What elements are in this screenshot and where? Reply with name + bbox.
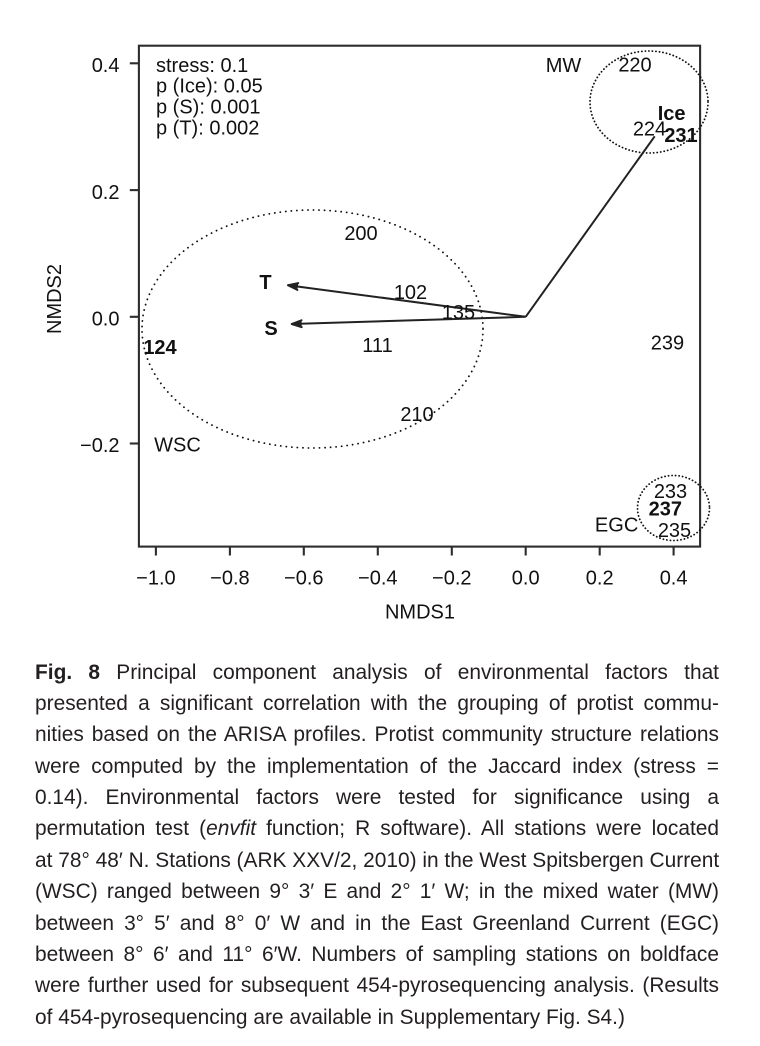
svg-text:Ice: Ice	[658, 103, 686, 125]
svg-text:−0.2: −0.2	[80, 435, 119, 457]
svg-text:224: 224	[633, 118, 666, 140]
svg-text:MW: MW	[546, 55, 582, 77]
svg-text:102: 102	[394, 282, 427, 304]
svg-text:S: S	[264, 318, 277, 340]
svg-text:0.4: 0.4	[92, 55, 120, 77]
svg-text:0.2: 0.2	[586, 568, 614, 590]
svg-text:239: 239	[651, 333, 684, 355]
svg-text:p (Ice): 0.05: p (Ice): 0.05	[156, 76, 263, 98]
svg-text:0.0: 0.0	[92, 308, 120, 330]
svg-text:T: T	[259, 272, 271, 294]
svg-text:−0.8: −0.8	[210, 568, 249, 590]
svg-text:−0.2: −0.2	[432, 568, 471, 590]
svg-text:231: 231	[664, 125, 697, 147]
svg-text:220: 220	[618, 55, 651, 77]
svg-text:235: 235	[658, 520, 691, 542]
svg-text:0.2: 0.2	[92, 182, 120, 204]
svg-text:NMDS1: NMDS1	[385, 602, 455, 624]
svg-text:124: 124	[143, 337, 177, 359]
svg-text:stress: 0.1: stress: 0.1	[156, 55, 248, 77]
svg-text:−0.4: −0.4	[358, 568, 397, 590]
svg-text:210: 210	[400, 404, 433, 426]
svg-text:0.4: 0.4	[660, 568, 688, 590]
svg-text:p (T): 0.002: p (T): 0.002	[156, 118, 259, 140]
svg-text:0.0: 0.0	[512, 568, 540, 590]
svg-text:200: 200	[344, 223, 377, 245]
svg-text:WSC: WSC	[154, 435, 201, 457]
svg-text:233: 233	[654, 481, 687, 503]
svg-text:EGC: EGC	[595, 514, 638, 536]
svg-text:135: 135	[442, 302, 475, 324]
svg-text:237: 237	[649, 498, 682, 520]
svg-text:−1.0: −1.0	[136, 568, 175, 590]
svg-text:NMDS2: NMDS2	[44, 264, 66, 334]
svg-text:−0.6: −0.6	[284, 568, 323, 590]
svg-text:p (S): 0.001: p (S): 0.001	[156, 97, 261, 119]
svg-text:111: 111	[362, 335, 392, 357]
